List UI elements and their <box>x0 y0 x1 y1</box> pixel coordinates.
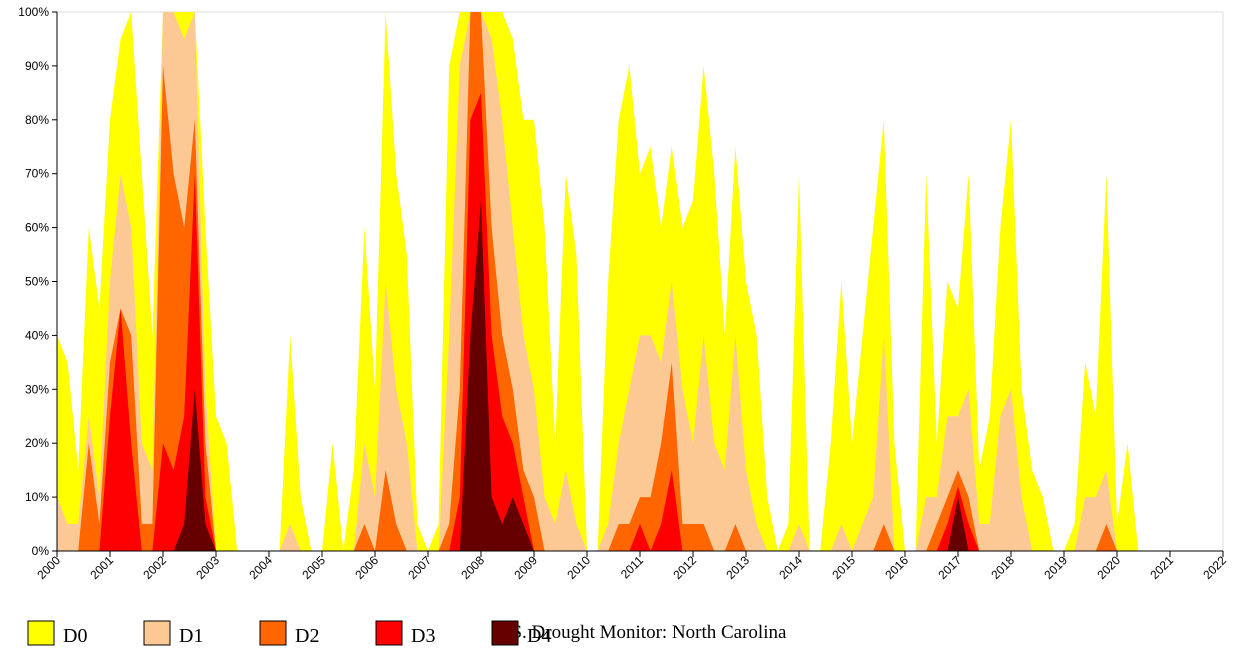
y-tick-label: 80% <box>25 113 49 127</box>
legend-swatch <box>27 620 55 646</box>
chart-title: U.S. Drought Monitor: North Carolina <box>493 622 787 643</box>
x-tick-label: 2011 <box>618 553 646 581</box>
x-tick-label: 2018 <box>988 553 1017 582</box>
area-d3 <box>57 92 1223 551</box>
x-tick-label: 2003 <box>193 553 222 582</box>
legend-label: D4 <box>527 625 551 647</box>
x-tick-label: 2012 <box>670 553 699 582</box>
x-tick-label: 2009 <box>511 553 540 582</box>
x-tick-label: 2021 <box>1147 553 1176 582</box>
legend-label: D2 <box>295 625 319 647</box>
x-tick-label: 2008 <box>458 553 487 582</box>
x-tick-label: 2019 <box>1041 553 1070 582</box>
y-tick-label: 100% <box>18 5 49 19</box>
x-tick-label: 2017 <box>935 553 964 582</box>
y-tick-label: 60% <box>25 221 49 235</box>
x-tick-label: 2020 <box>1094 553 1123 582</box>
legend-swatch <box>491 620 519 646</box>
legend-label: D1 <box>179 625 203 647</box>
legend-swatch <box>143 620 171 646</box>
x-tick-label: 2013 <box>723 553 752 582</box>
y-tick-label: 50% <box>25 275 49 289</box>
y-tick-label: 70% <box>25 167 49 181</box>
x-tick-label: 2006 <box>352 553 381 582</box>
y-tick-label: 30% <box>25 382 49 396</box>
y-tick-label: 0% <box>32 544 50 558</box>
legend-label: D0 <box>63 625 87 647</box>
x-tick-label: 2014 <box>776 553 805 582</box>
x-tick-label: 2010 <box>564 553 593 582</box>
y-tick-label: 40% <box>25 328 49 342</box>
x-tick-label: 2001 <box>87 553 116 582</box>
legend-swatch <box>259 620 287 646</box>
y-tick-label: 20% <box>25 436 49 450</box>
x-tick-label: 2007 <box>405 553 434 582</box>
legend-label: D3 <box>411 625 435 647</box>
x-tick-label: 2002 <box>140 553 169 582</box>
y-tick-label: 10% <box>25 490 49 504</box>
legend-swatch <box>375 620 403 646</box>
x-tick-label: 2004 <box>246 553 275 582</box>
x-tick-label: 2022 <box>1200 553 1229 582</box>
x-tick-label: 2015 <box>829 553 858 582</box>
x-tick-label: 2005 <box>299 553 328 582</box>
area-d0 <box>57 12 1223 551</box>
x-tick-label: 2016 <box>882 553 911 582</box>
y-tick-label: 90% <box>25 59 49 73</box>
